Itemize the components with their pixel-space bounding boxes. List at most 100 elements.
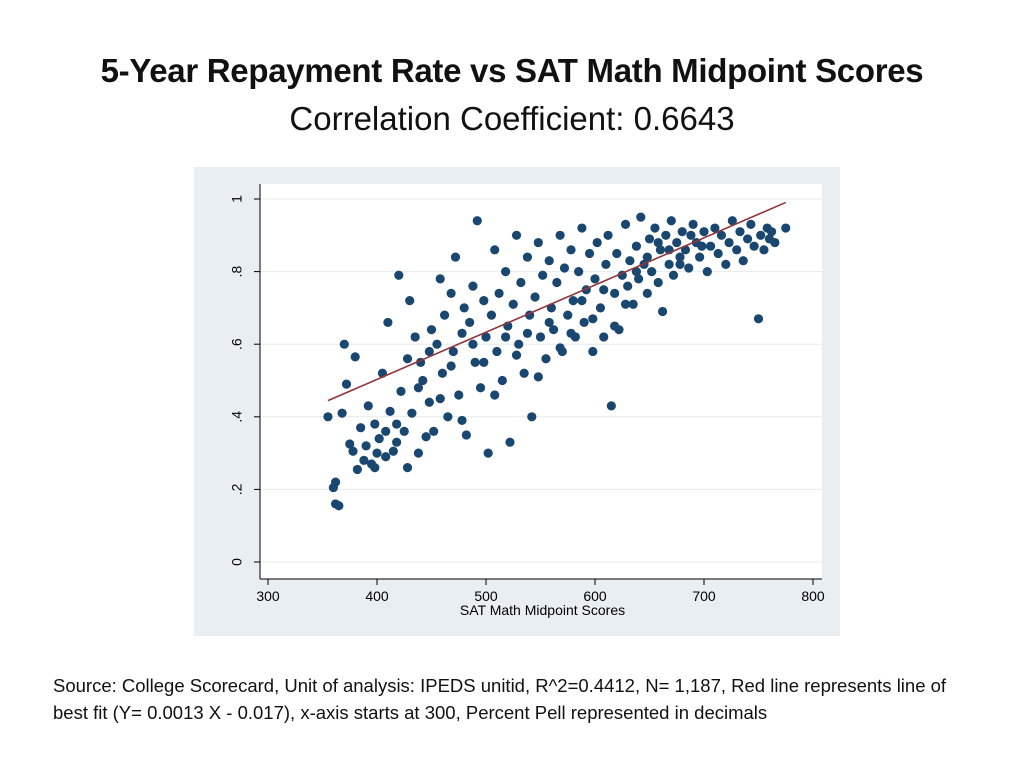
data-point [479,296,489,306]
data-point [684,263,694,273]
data-point [568,296,578,306]
data-point [620,219,631,230]
data-point [481,332,491,342]
data-point [483,448,493,458]
x-tick-label: 500 [474,588,498,604]
data-point [631,241,642,251]
data-point [450,252,461,262]
data-point [424,397,434,407]
data-point [732,245,742,255]
data-point [479,357,489,367]
data-point [574,267,584,277]
data-point [697,241,707,251]
data-point [544,317,554,328]
data-point [631,267,642,277]
data-point [361,441,371,451]
data-point [705,241,716,251]
data-point [407,408,417,418]
data-point [548,325,559,335]
data-point [677,227,687,237]
data-point [519,368,529,378]
data-point [721,259,731,269]
data-point [666,216,676,226]
data-point [661,230,671,240]
data-point [424,346,434,357]
data-point [388,446,398,456]
data-point [552,277,562,288]
data-point [505,437,515,447]
data-point [606,401,616,411]
data-point [527,412,537,422]
data-point [501,332,511,342]
data-point [592,237,602,248]
data-point [623,281,633,291]
data-point [432,339,442,349]
data-point [688,219,698,230]
data-point [350,352,360,362]
data-point [337,408,347,418]
data-point [345,439,355,449]
data-point [653,237,663,248]
x-tick-label: 400 [365,588,389,604]
data-point [610,321,620,331]
data-point [781,223,791,233]
data-point [472,216,482,226]
data-point [612,248,622,259]
data-point [735,227,745,237]
data-point [465,317,475,328]
slide-title: 5-Year Repayment Rate vs SAT Math Midpoi… [100,52,924,89]
data-point [746,219,756,230]
data-point [405,296,415,306]
data-point [566,245,576,255]
data-point [385,406,395,416]
axes: 0 .2 .4 .6 .8 1 300 400 500 600 700 800 [229,184,825,604]
data-point [454,390,464,400]
data-point [577,223,587,233]
data-point [437,368,447,378]
data-point [650,223,660,233]
data-point [675,252,685,262]
data-point [577,296,587,306]
data-point [566,328,576,338]
data-point [383,317,393,328]
data-point [642,252,652,262]
plot-area [260,184,822,579]
x-tick-label: 800 [801,588,825,604]
data-point [356,423,366,433]
data-point [759,245,769,255]
data-point [756,230,766,240]
data-point [448,346,458,357]
data-point [727,216,737,226]
data-point [381,452,391,462]
data-point [579,317,589,328]
data-point [402,354,413,364]
data-point [511,350,522,360]
data-point [470,357,480,367]
data-point [601,259,611,269]
data-point [563,310,573,320]
data-point [749,241,759,251]
data-point [446,361,456,371]
data-point [753,314,764,324]
scatter-chart: 0 .2 .4 .6 .8 1 300 400 500 600 700 800 SAT Math Mi… [229,184,825,618]
data-point [370,419,380,429]
data-point [413,448,424,458]
data-point [620,299,631,309]
y-tick-label: 1 [229,195,245,203]
data-point [642,288,652,298]
data-point [443,412,453,422]
data-point [439,310,450,320]
data-point [410,332,420,342]
data-point [770,237,780,248]
data-point [655,245,665,255]
data-point [446,288,456,298]
data-point [508,299,518,309]
y-tick-label: .8 [229,266,245,278]
data-point [743,234,753,244]
data-point [370,463,380,473]
data-point [339,339,349,349]
data-point [599,285,609,295]
data-point [497,375,507,386]
data-point [461,430,471,440]
data-point [341,379,352,389]
